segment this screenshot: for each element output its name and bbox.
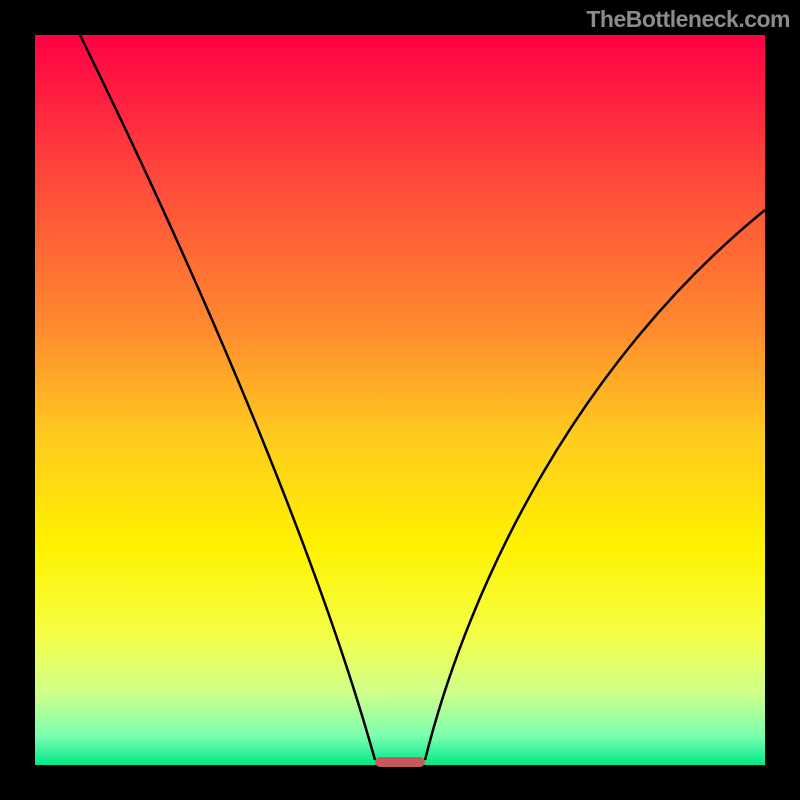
plot-background <box>35 35 765 765</box>
chart-svg <box>0 0 800 800</box>
chart-container: TheBottleneck.com <box>0 0 800 800</box>
watermark-text: TheBottleneck.com <box>586 6 790 33</box>
valley-marker <box>375 757 425 767</box>
